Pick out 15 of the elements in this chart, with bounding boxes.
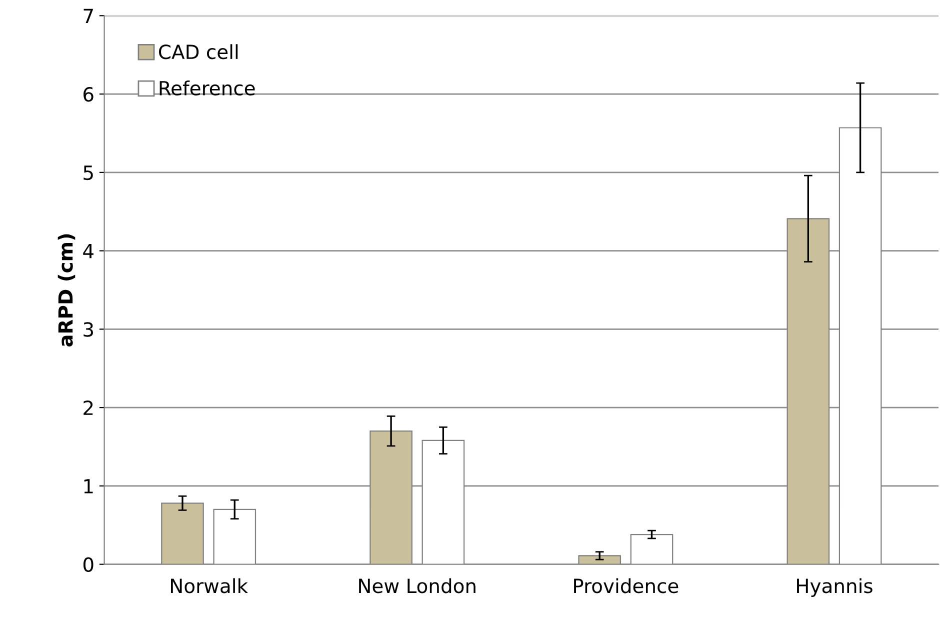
x-tick-label: Providence (574, 578, 678, 594)
y-tick-label: 7 (84, 8, 93, 24)
y-tick-label: 2 (84, 400, 93, 415)
y-tick-label: 1 (84, 479, 93, 494)
x-tick-label: Norwalk (171, 578, 248, 594)
y-tick-label: 5 (84, 166, 93, 180)
y-axis-title: aRPD (cm) (58, 234, 76, 347)
legend-label: Reference (160, 80, 255, 96)
y-tick-label: 3 (84, 322, 93, 337)
x-tick-label: New London (359, 578, 476, 594)
y-tick-label: 4 (83, 244, 94, 258)
y-tick-label: 0 (83, 557, 94, 572)
y-tick-label: 6 (84, 87, 94, 102)
legend-label: CAD cell (159, 44, 238, 60)
x-tick-label: Hyannis (797, 578, 872, 598)
